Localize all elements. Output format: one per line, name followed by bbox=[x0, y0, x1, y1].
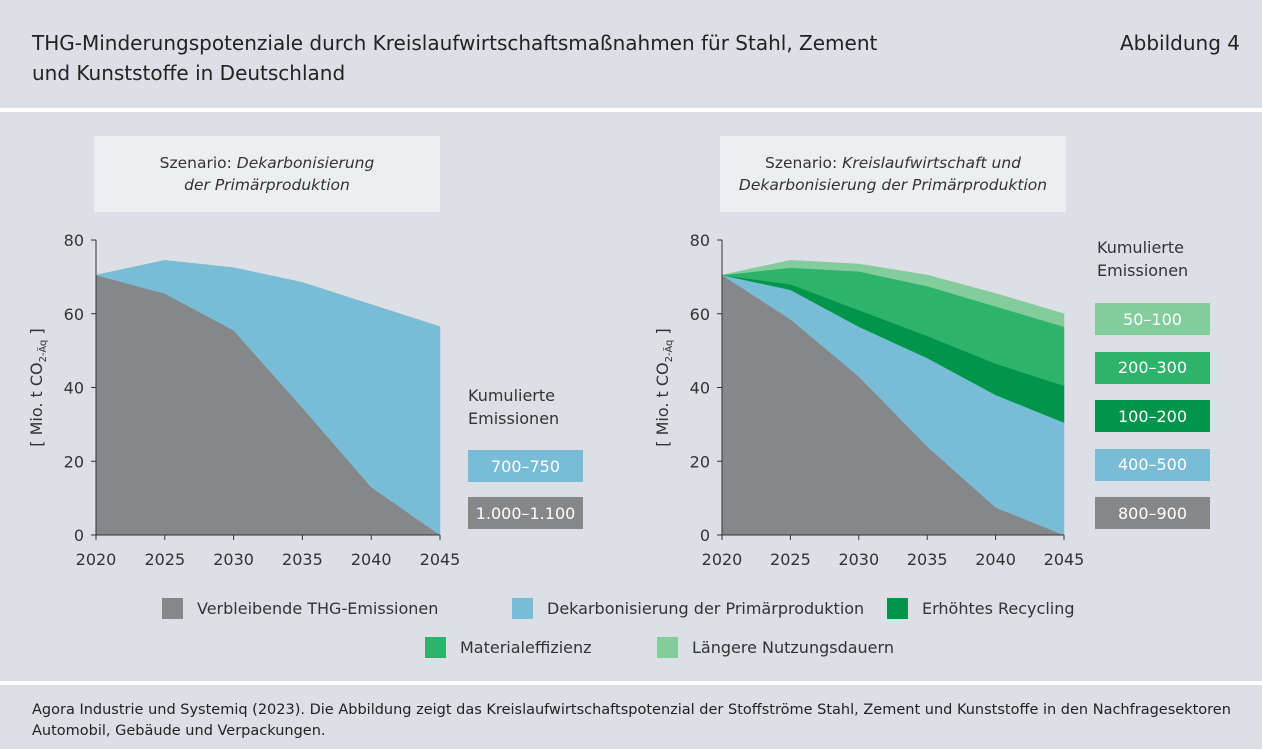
area: Längere Nutzungsdauern bbox=[721, 260, 1065, 327]
scenario-box: Szenario: Kreislaufwirtschaft und Dekarb… bbox=[720, 136, 1066, 212]
figure-label: Abbildung 4 bbox=[1119, 31, 1240, 55]
x-tick-label: 2035 bbox=[907, 550, 948, 569]
y-tick-label: 80 bbox=[64, 231, 84, 250]
cumulative-box: 200–300 bbox=[1095, 351, 1210, 384]
y-label-sub: 2-Äq bbox=[662, 340, 675, 363]
legend-label: Erhöhtes Recycling bbox=[922, 599, 1075, 618]
scenario-text: Szenario: Kreislaufwirtschaft und Dekarb… bbox=[733, 152, 1053, 196]
x-tick-label: 2040 bbox=[351, 550, 392, 569]
x-tick-label: 2045 bbox=[420, 550, 461, 569]
area: Dekarbonisierung der Primärproduktion bbox=[95, 260, 441, 536]
x-tick-label: 2045 bbox=[1044, 550, 1085, 569]
scenario-name: Kreislaufwirtschaft und Dekarbonisierung… bbox=[738, 154, 1048, 194]
legend-label: Längere Nutzungsdauern bbox=[692, 638, 894, 657]
y-label-main: [ Mio. t CO bbox=[27, 362, 46, 446]
y-label-main: [ Mio. t CO bbox=[653, 362, 672, 446]
y-axis-label: [ Mio. t CO2-Äq ] bbox=[27, 328, 49, 446]
source-note: Agora Industrie und Systemiq (2023). Die… bbox=[32, 702, 1231, 739]
legend-swatch bbox=[425, 637, 446, 658]
cumulative-box: 800–900 bbox=[1095, 497, 1210, 529]
x-tick-label: 2040 bbox=[975, 550, 1016, 569]
cumulative-box: 50–100 bbox=[1095, 303, 1210, 335]
y-axis-label: [ Mio. t CO2-Äq ] bbox=[653, 328, 675, 446]
x-tick-label: 2020 bbox=[702, 550, 743, 569]
x-tick-label: 2025 bbox=[770, 550, 811, 569]
scenario-name: Dekarbonisierung der Primärproduktion bbox=[184, 154, 375, 194]
y-tick-label: 20 bbox=[690, 452, 710, 471]
separator bbox=[0, 681, 1262, 685]
scenario-text: Szenario: Dekarbonisierung der Primärpro… bbox=[147, 152, 387, 196]
y-tick-label: 40 bbox=[690, 379, 710, 398]
legend-label: Dekarbonisierung der Primärproduktion bbox=[547, 599, 864, 618]
y-tick-label: 60 bbox=[64, 305, 84, 324]
y-tick-label: 0 bbox=[74, 526, 84, 545]
x-tick-label: 2020 bbox=[76, 550, 117, 569]
scenario-label: Szenario: bbox=[159, 154, 232, 172]
y-tick-label: 80 bbox=[690, 231, 710, 250]
x-tick-label: 2035 bbox=[282, 550, 323, 569]
x-tick-label: 2030 bbox=[213, 550, 254, 569]
cumulative-box: 400–500 bbox=[1095, 448, 1210, 481]
cumulative-box: 1.000–1.100 bbox=[468, 497, 583, 529]
y-label-end: ] bbox=[27, 328, 46, 339]
scenario-label: Szenario: bbox=[765, 154, 838, 172]
y-tick-label: 0 bbox=[700, 526, 710, 545]
scenario-box: Szenario: Dekarbonisierung der Primärpro… bbox=[94, 136, 440, 212]
cumulative-box: 100–200 bbox=[1095, 400, 1210, 432]
y-label-end: ] bbox=[653, 328, 672, 339]
legend-swatch bbox=[887, 598, 908, 619]
x-tick-label: 2030 bbox=[838, 550, 879, 569]
separator bbox=[0, 108, 1262, 112]
legend-label: Verbleibende THG-Emissionen bbox=[197, 599, 438, 618]
cumulative-title: Kumulierte Emissionen bbox=[1097, 238, 1189, 280]
x-tick-label: 2025 bbox=[144, 550, 185, 569]
legend-swatch bbox=[657, 637, 678, 658]
y-label-sub: 2-Äq bbox=[36, 340, 49, 363]
cumulative-box: 700–750 bbox=[468, 450, 583, 482]
legend-label: Materialeffizienz bbox=[460, 638, 592, 657]
legend-swatch bbox=[162, 598, 183, 619]
y-tick-label: 20 bbox=[64, 452, 84, 471]
y-tick-label: 40 bbox=[64, 379, 84, 398]
cumulative-title: Kumulierte Emissionen bbox=[468, 386, 560, 428]
legend-swatch bbox=[512, 598, 533, 619]
y-tick-label: 60 bbox=[690, 305, 710, 324]
figure-title: THG-Minderungspotenziale durch Kreislauf… bbox=[32, 31, 878, 85]
